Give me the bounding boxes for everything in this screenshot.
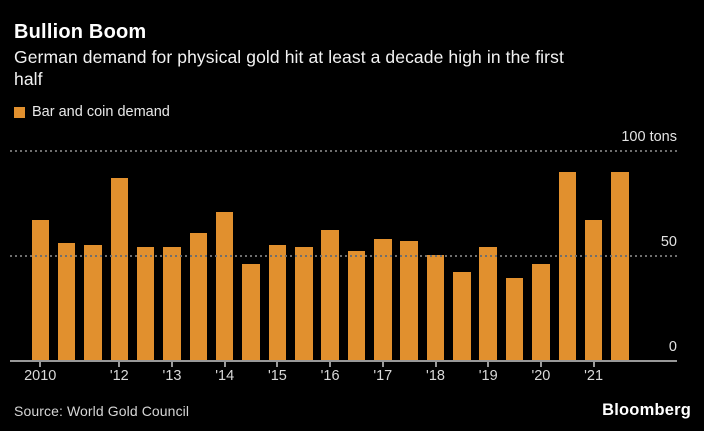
bar [295,247,313,360]
chart-title: Bullion Boom [14,21,147,43]
bar [268,245,287,360]
x-tick-label: '18 [426,368,445,384]
x-tick [223,362,226,367]
y-axis-label-0: 0 [668,339,677,355]
bar [453,272,471,360]
x-tick [329,362,332,367]
bar [136,247,155,360]
bar [31,220,49,360]
x-tick-label: '13 [162,368,182,384]
bar [400,241,418,360]
x-tick [434,362,437,367]
bar [558,172,576,360]
bar [426,255,445,360]
legend: Bar and coin demand [14,104,170,120]
legend-swatch-icon [14,106,25,118]
bar [57,243,76,360]
bar [479,247,497,360]
bar [505,278,524,360]
bar [584,220,603,360]
chart-subtitle: German demand for physical gold hit at l… [14,46,564,90]
bar [163,247,181,360]
x-tick [487,362,490,367]
x-tick-label: 2010 [24,368,57,384]
x-tick [171,362,173,367]
bloomberg-logo: Bloomberg [602,401,691,419]
gridline-50 [10,255,677,257]
bar [110,178,129,360]
bar [242,264,260,360]
y-axis-label-50: 50 [660,234,677,250]
bar [189,233,208,360]
x-tick [39,362,42,367]
legend-label: Bar and coin demand [32,104,170,120]
x-axis-line [10,360,677,362]
source-caption: Source: World Gold Council [14,403,190,419]
x-tick [592,362,595,367]
x-tick-label: '21 [584,368,604,384]
x-tick-label: '20 [531,368,551,384]
x-tick-label: '15 [267,368,287,384]
x-tick [381,362,384,367]
gridline-100 [10,150,677,152]
bar [532,264,550,360]
x-tick [276,362,279,367]
x-tick [118,362,121,367]
x-tick-label: '16 [320,368,340,384]
chart-subtitle-line2: half [14,69,43,89]
bar [374,239,392,360]
bar [321,230,339,360]
x-tick [539,362,542,367]
bar [84,245,102,360]
bar [215,212,234,360]
x-tick-label: '17 [373,368,393,384]
bar [611,172,629,360]
bar [347,251,366,360]
x-tick-label: '14 [215,368,235,384]
x-tick-label: '12 [109,368,129,384]
x-tick-label: '19 [478,368,498,384]
chart-subtitle-line1: German demand for physical gold hit at l… [14,47,564,67]
y-axis-label-100-tons: 100 tons [621,129,677,145]
